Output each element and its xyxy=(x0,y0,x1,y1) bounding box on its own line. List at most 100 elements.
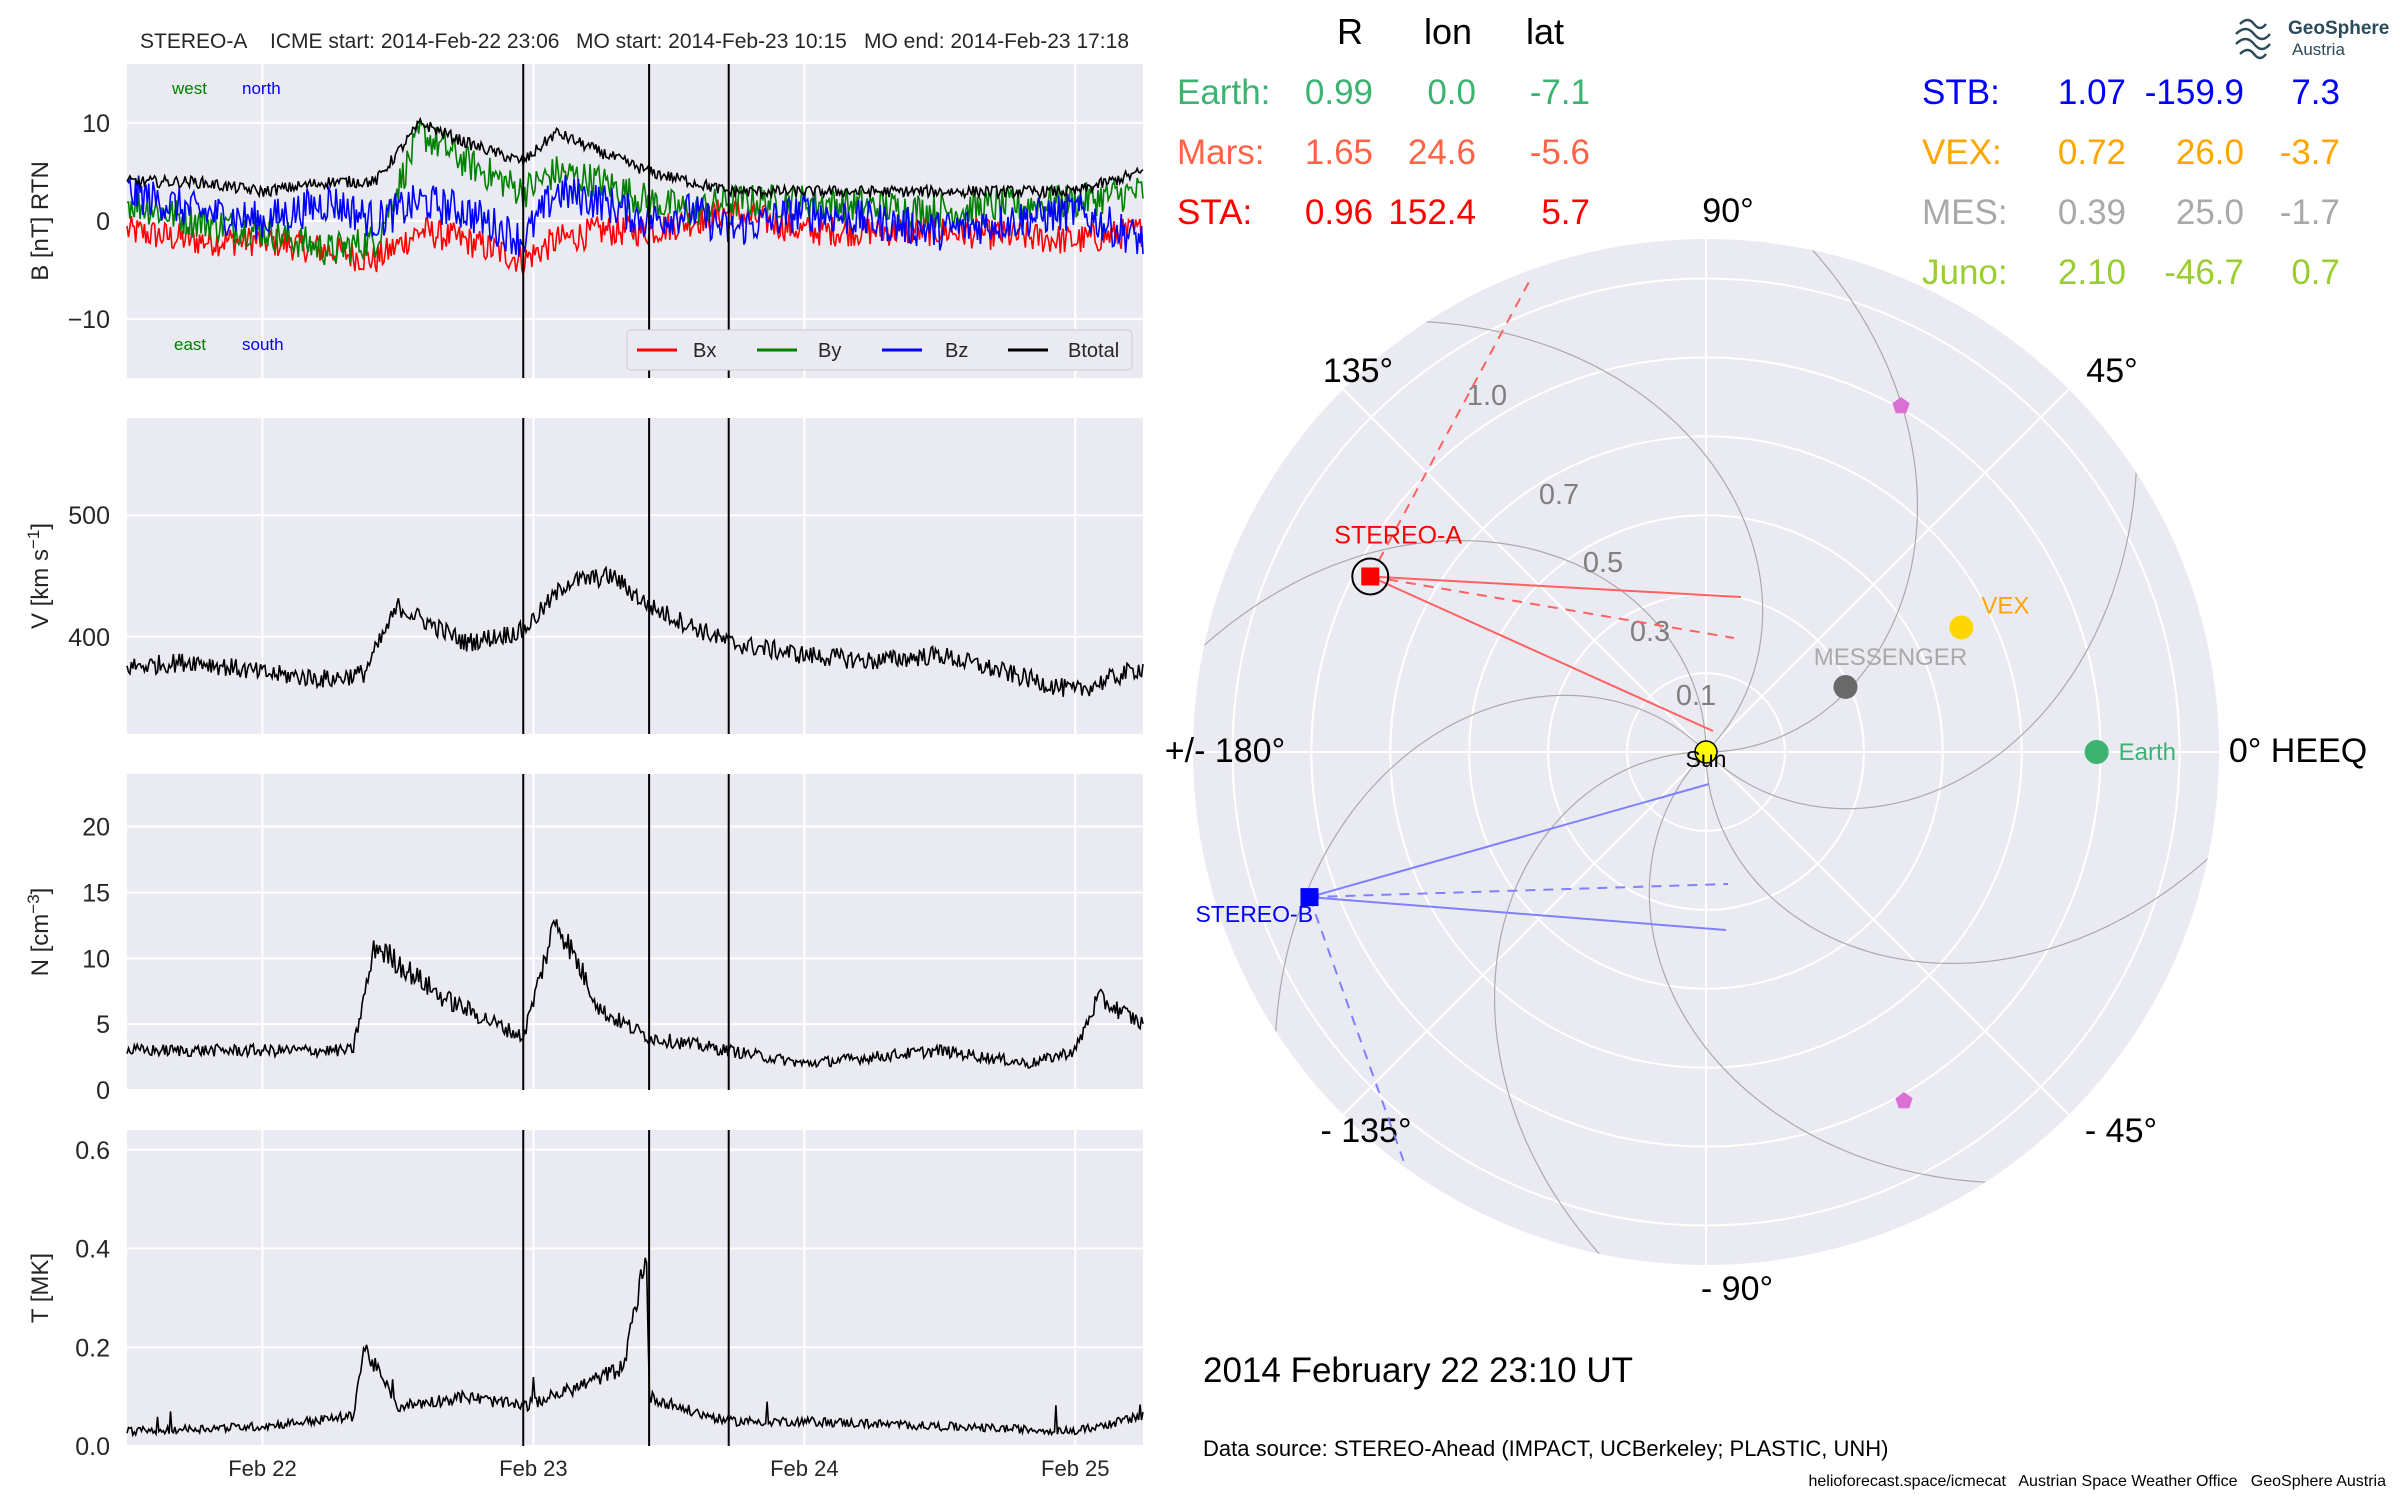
earth-marker xyxy=(2084,740,2109,764)
legend-box xyxy=(626,329,1133,371)
parker-spiral-line xyxy=(1648,751,1986,1183)
polar-angle-label: - 90° xyxy=(1701,1270,1773,1308)
polar-angle-label: 0° HEEQ xyxy=(2229,732,2367,770)
polar-radial-tick-label: 0.7 xyxy=(1539,479,1579,511)
heeq-polar-plot: 0° HEEQ 45° 90° 135° +/- 180° - 135° - 90° - 45… xyxy=(1165,192,2367,1308)
x-tick-label: Feb 22 xyxy=(228,1456,297,1481)
east-annotation: east xyxy=(174,335,206,354)
spacecraft-connection-lines xyxy=(1308,279,1742,1166)
parker-spiral-line xyxy=(1203,540,1707,753)
y-tick-label: 5 xyxy=(96,1011,110,1039)
position-name: Mars: xyxy=(1177,133,1265,172)
position-lat: -5.6 xyxy=(1530,133,1590,172)
temperature-panel xyxy=(127,1130,1143,1446)
mo-start-label: MO start: 2014-Feb-23 10:15 xyxy=(576,30,847,53)
polar-angle-labels: 0° HEEQ 45° 90° 135° +/- 180° - 135° - 90° - 45… xyxy=(1165,192,2367,1308)
parker-spiral-line xyxy=(1705,751,2209,964)
y-tick-label: 0.0 xyxy=(75,1433,110,1461)
x-tick-label: Feb 23 xyxy=(499,1456,568,1481)
position-lon: -46.7 xyxy=(2164,253,2244,292)
north-annotation: north xyxy=(242,79,281,98)
polar-angle-label: - 45° xyxy=(2085,1112,2157,1150)
y-tick-label: 500 xyxy=(68,502,110,530)
y-tick-label: 10 xyxy=(82,110,110,138)
geosphere-logo: GeoSphere Austria xyxy=(2235,18,2389,60)
stereo-b-marker xyxy=(1300,888,1319,907)
vex-marker xyxy=(1949,615,1974,640)
legend-label-btotal: Btotal xyxy=(1068,340,1119,362)
polar-angle-label: 90° xyxy=(1702,192,1753,230)
density-panel-background xyxy=(127,774,1143,1090)
south-annotation: south xyxy=(242,335,284,354)
position-r: 0.99 xyxy=(1305,73,1373,112)
position-row: VEX: 0.72 26.0 -3.7 xyxy=(1922,133,2340,172)
position-name: STB: xyxy=(1922,73,2000,112)
sta-line-dashed xyxy=(1370,575,1735,639)
parker-spiral-line xyxy=(1426,321,1764,753)
polar-spoke xyxy=(1705,388,2070,753)
time-series-grid xyxy=(127,64,1143,1447)
temperature-panel-background xyxy=(127,1130,1143,1446)
position-lat: 0.7 xyxy=(2291,253,2340,292)
position-name: Earth: xyxy=(1177,73,1270,112)
position-r: 2.10 xyxy=(2058,253,2126,292)
position-lat: -1.7 xyxy=(2280,193,2340,232)
legend-label-by: By xyxy=(818,340,841,362)
messenger-marker xyxy=(1833,674,1858,699)
polar-spoke xyxy=(1342,388,1707,753)
polar-angle-label: 45° xyxy=(2086,352,2137,390)
position-header: lat xyxy=(1526,11,1564,52)
pentagon-marker xyxy=(1892,397,1910,414)
y-tick-label: 400 xyxy=(68,624,110,652)
temperature-ylabel: T [MK] xyxy=(27,1253,54,1323)
polar-radial-tick-label: 0.5 xyxy=(1583,547,1623,579)
legend-label-bx: Bx xyxy=(693,340,716,362)
y-tick-label: 0 xyxy=(96,208,110,236)
polar-grid xyxy=(1193,239,2219,1265)
y-tick-label: 20 xyxy=(82,814,110,842)
y-tick-label: 0.2 xyxy=(75,1334,110,1362)
y-tick-label: 0.4 xyxy=(75,1236,110,1264)
speed-panel xyxy=(127,418,1143,734)
position-lat: 5.7 xyxy=(1541,193,1590,232)
y-tick-label: 0 xyxy=(96,1077,110,1105)
parker-spiral-line xyxy=(1705,249,1918,753)
position-r: 1.07 xyxy=(2058,73,2126,112)
time-series-panels: 10 0 −10 500 400 20 15 10 5 0 0.6 0.4 0.2 0.0 Feb 22 Fe… xyxy=(24,30,1144,1481)
position-header: R xyxy=(1337,11,1363,52)
pentagon-marker xyxy=(1895,1092,1913,1109)
position-lon: 24.6 xyxy=(1408,133,1476,172)
polar-angle-label: - 135° xyxy=(1320,1112,1411,1150)
polar-radial-tick-label: 0.3 xyxy=(1630,616,1670,648)
y-tick-label: 10 xyxy=(82,945,110,973)
polar-angle-label: +/- 180° xyxy=(1165,732,1285,770)
position-name: STA: xyxy=(1177,193,1252,232)
y-tick-label: −10 xyxy=(68,306,110,334)
footer-credits: helioforecast.space/icmecat Austrian Spa… xyxy=(1809,1473,2387,1490)
position-lon: 25.0 xyxy=(2176,193,2244,232)
logo-wave-icon xyxy=(2235,18,2271,60)
speed-panel-background xyxy=(127,418,1143,734)
x-tick-label: Feb 24 xyxy=(770,1456,839,1481)
position-row: STB: 1.07 -159.9 7.3 xyxy=(1922,73,2340,112)
y-tick-label: 0.6 xyxy=(75,1137,110,1165)
density-panel xyxy=(127,774,1143,1090)
polar-objects: Sun Earth VEX MESSENGER STEREO-A STEREO-B xyxy=(1195,397,2176,1109)
position-row: Mars: 1.65 24.6 -5.6 xyxy=(1177,133,1590,172)
icme-start-label: ICME start: 2014-Feb-22 23:06 xyxy=(270,30,559,53)
logo-line1: GeoSphere xyxy=(2288,18,2389,39)
position-r: 1.65 xyxy=(1305,133,1373,172)
sun-marker xyxy=(1694,740,1718,764)
stereo-a-marker xyxy=(1361,567,1380,586)
position-lat: -3.7 xyxy=(2280,133,2340,172)
position-r: 0.96 xyxy=(1305,193,1373,232)
b-field-legend: Bx By Bz Btotal xyxy=(626,329,1133,371)
position-lon: 152.4 xyxy=(1388,193,1476,232)
polar-spoke xyxy=(1705,751,2070,1116)
polar-spoke xyxy=(1342,751,1707,1116)
position-lon: 0.0 xyxy=(1427,73,1476,112)
mo-end-label: MO end: 2014-Feb-23 17:18 xyxy=(864,30,1129,53)
density-ylabel: N [cm−3] xyxy=(24,888,54,977)
x-tick-label: Feb 25 xyxy=(1041,1456,1110,1481)
